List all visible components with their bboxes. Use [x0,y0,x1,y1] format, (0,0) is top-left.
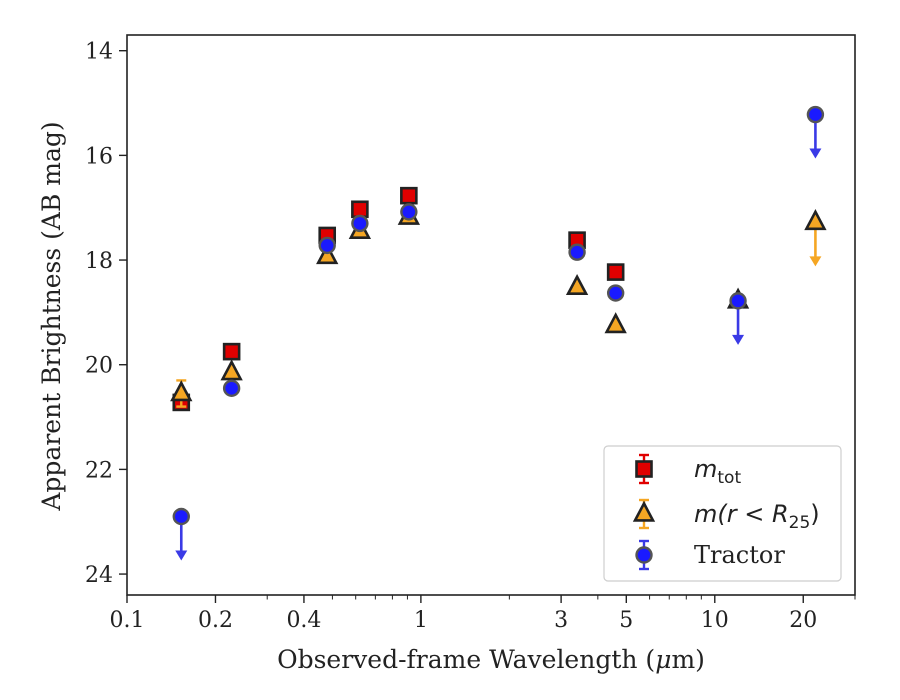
legend-item: mtot [635,453,741,488]
legend-marker [632,500,656,522]
y-tick-label: 24 [85,563,113,588]
y-tick-label: 14 [85,40,113,65]
upper-limit-arrow-head [175,550,188,561]
data-point [351,214,369,233]
data-point [222,379,241,397]
data-point [568,243,586,261]
legend-marker [635,460,653,478]
plot-area [126,34,856,596]
data-point [351,200,369,219]
data-point [172,507,190,526]
x-tick-label: 1 [414,608,428,633]
data-point [220,359,243,381]
x-tick-label: 10 [701,608,729,633]
y-tick-label: 18 [85,249,113,274]
legend-label: mtot [694,455,741,488]
legend: mtot m(r < R25) Tractor [603,445,842,582]
y-tick-label: 20 [85,354,113,379]
series-2 [172,105,825,561]
legend-item: m(r < R25) [632,498,820,533]
upper-limit-arrow-head [732,334,745,345]
y-axis-label: Apparent Brightness (AB mag) [37,121,66,511]
data-point [170,380,193,402]
legend-item: Tractor [635,539,785,571]
data-point [400,203,418,221]
series-0 [172,186,625,412]
x-tick-label: 3 [554,608,568,633]
legend-marker [635,546,653,564]
data-point [318,236,336,255]
data-point [606,263,625,281]
x-tick-label: 0.2 [198,608,233,633]
legend-box [603,445,842,582]
x-tick-label: 20 [789,608,817,633]
data-point [400,186,418,205]
upper-limit-arrow-head [809,148,822,159]
legend-label: Tractor [694,541,785,569]
y-axis-ticks: 14 16 18 20 22 24 [85,40,127,588]
upper-limit-arrow-head [809,256,822,267]
data-point [729,292,747,310]
data-point [222,342,241,361]
x-tick-label: 5 [619,608,633,633]
x-axis-label: Observed-frame Wavelength (μm) [277,645,705,674]
y-tick-label: 16 [85,144,113,169]
x-tick-label: 0.4 [286,608,321,633]
data-point [804,209,827,231]
plot-frame [126,34,856,596]
x-tick-label: 0.1 [110,608,145,633]
data-point [316,243,339,265]
data-point [604,312,627,334]
x-axis-ticks: 0.1 0.2 0.4 1 3 5 10 20 [110,595,856,633]
y-tick-label: 22 [85,458,113,483]
data-point [565,273,589,296]
data-point [806,105,825,124]
series-1 [170,203,827,408]
legend-label: m(r < R25) [694,500,820,533]
data-point [606,284,625,302]
